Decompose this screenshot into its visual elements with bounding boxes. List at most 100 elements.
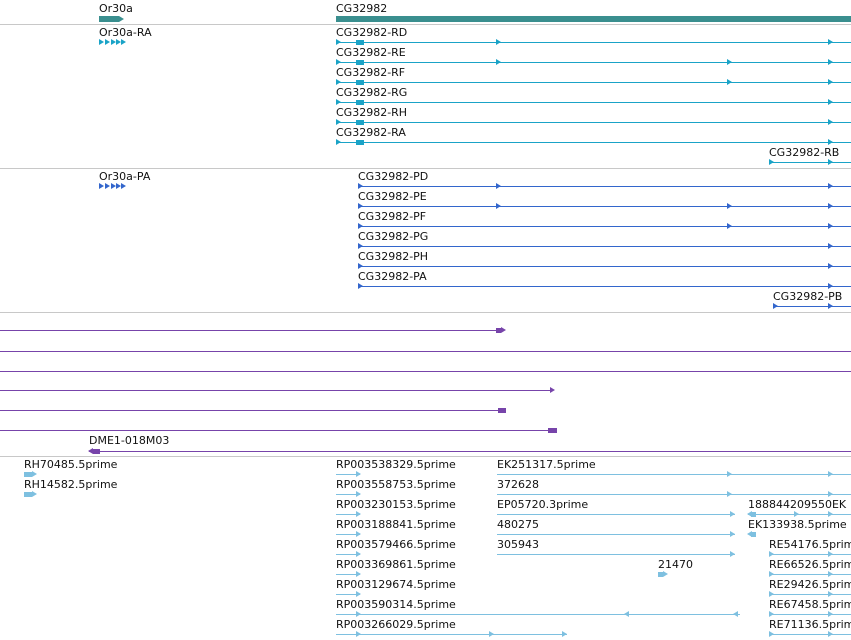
exon-arrow-icon bbox=[828, 223, 833, 229]
exon-arrow-icon bbox=[116, 39, 121, 45]
est-label: RE66526.5prime bbox=[769, 558, 851, 571]
transcript-label: CG32982-RB bbox=[769, 146, 840, 159]
est-arrow-icon bbox=[356, 491, 361, 497]
exon-arrow-icon bbox=[496, 59, 501, 65]
est-arrow-icon bbox=[356, 591, 361, 597]
exon-arrow-icon bbox=[116, 183, 121, 189]
clone-line bbox=[0, 390, 550, 391]
est-arrow-icon bbox=[356, 471, 361, 477]
est-label: 480275 bbox=[497, 518, 539, 531]
est-block bbox=[658, 572, 663, 577]
track-separator bbox=[0, 24, 851, 25]
est-arrow-icon bbox=[828, 551, 833, 557]
intron-line bbox=[773, 306, 851, 307]
clone-arrow-icon bbox=[550, 387, 555, 393]
exon-arrow-icon bbox=[828, 99, 833, 105]
est-line bbox=[769, 574, 851, 575]
exon-block bbox=[356, 140, 364, 145]
intron-line bbox=[358, 186, 851, 187]
est-line bbox=[336, 614, 740, 615]
clone-end-block bbox=[548, 428, 557, 433]
exon-arrow-icon bbox=[121, 183, 126, 189]
exon-arrow-icon bbox=[727, 223, 732, 229]
exon-arrow-icon bbox=[99, 183, 104, 189]
transcript-label: CG32982-RD bbox=[336, 26, 408, 39]
est-block bbox=[24, 472, 32, 477]
est-arrow-icon bbox=[769, 631, 774, 637]
transcript-label: Or30a-RA bbox=[99, 26, 152, 39]
clone-arrow-icon bbox=[88, 448, 93, 454]
est-arrow-icon bbox=[562, 631, 567, 637]
est-arrow-icon bbox=[828, 571, 833, 577]
exon-arrow-icon bbox=[828, 39, 833, 45]
gene-label: Or30a bbox=[99, 2, 133, 15]
transcript-label: CG32982-RE bbox=[336, 46, 406, 59]
est-label: EP05720.3prime bbox=[497, 498, 589, 511]
est-arrow-icon bbox=[794, 511, 799, 517]
clone-line bbox=[0, 351, 851, 352]
est-arrow-icon bbox=[32, 491, 37, 497]
clone-line bbox=[0, 430, 548, 431]
est-line bbox=[769, 554, 851, 555]
est-line bbox=[497, 474, 851, 475]
track-separator bbox=[0, 456, 851, 457]
est-arrow-icon bbox=[747, 511, 752, 517]
clone-line bbox=[0, 410, 498, 411]
est-arrow-icon bbox=[769, 611, 774, 617]
est-arrow-icon bbox=[733, 611, 738, 617]
clone-label: DME1-018M03 bbox=[89, 434, 170, 447]
exon-arrow-icon bbox=[358, 243, 363, 249]
est-block bbox=[24, 492, 32, 497]
exon-arrow-icon bbox=[336, 139, 341, 145]
intron-line bbox=[358, 266, 851, 267]
exon-arrow-icon bbox=[105, 183, 110, 189]
exon-arrow-icon bbox=[358, 223, 363, 229]
exon-arrow-icon bbox=[358, 183, 363, 189]
est-arrow-icon bbox=[727, 471, 732, 477]
protein-label: CG32982-PA bbox=[358, 270, 427, 283]
est-label: EK251317.5prime bbox=[497, 458, 596, 471]
gene-label: CG32982 bbox=[336, 2, 388, 15]
exon-block bbox=[356, 120, 364, 125]
clone-arrow-icon bbox=[501, 327, 506, 333]
est-label: 372628 bbox=[497, 478, 539, 491]
est-label: RP003230153.5prime bbox=[336, 498, 456, 511]
est-label: RH70485.5prime bbox=[24, 458, 118, 471]
est-label: RP003129674.5prime bbox=[336, 578, 456, 591]
est-arrow-icon bbox=[828, 491, 833, 497]
intron-line bbox=[336, 42, 851, 43]
intron-line bbox=[358, 206, 851, 207]
est-block bbox=[751, 512, 756, 517]
est-arrow-icon bbox=[828, 611, 833, 617]
clone-end-block bbox=[496, 328, 501, 333]
est-line bbox=[336, 534, 360, 535]
exon-arrow-icon bbox=[769, 159, 774, 165]
exon-arrow-icon bbox=[828, 263, 833, 269]
est-label: RE71136.5prime bbox=[769, 618, 851, 631]
est-arrow-icon bbox=[32, 471, 37, 477]
est-line bbox=[769, 614, 851, 615]
gene-bar[interactable] bbox=[99, 16, 119, 22]
exon-arrow-icon bbox=[105, 39, 110, 45]
intron-line bbox=[358, 246, 851, 247]
protein-label: Or30a-PA bbox=[99, 170, 151, 183]
est-arrow-icon bbox=[769, 591, 774, 597]
exon-arrow-icon bbox=[773, 303, 778, 309]
clone-line bbox=[0, 371, 851, 372]
gene-bar[interactable] bbox=[336, 16, 851, 22]
est-line bbox=[336, 574, 360, 575]
est-line bbox=[336, 474, 360, 475]
transcript-label: CG32982-RG bbox=[336, 86, 408, 99]
exon-arrow-icon bbox=[828, 59, 833, 65]
exon-block bbox=[356, 60, 364, 65]
est-arrow-icon bbox=[730, 511, 735, 517]
exon-arrow-icon bbox=[358, 283, 363, 289]
transcript-label: CG32982-RA bbox=[336, 126, 406, 139]
clone-end-block bbox=[93, 449, 100, 454]
est-arrow-icon bbox=[356, 551, 361, 557]
exon-arrow-icon bbox=[99, 39, 104, 45]
exon-arrow-icon bbox=[496, 39, 501, 45]
clone-end-block bbox=[498, 408, 506, 413]
est-block bbox=[751, 532, 756, 537]
est-label: EK133938.5prime bbox=[748, 518, 847, 531]
